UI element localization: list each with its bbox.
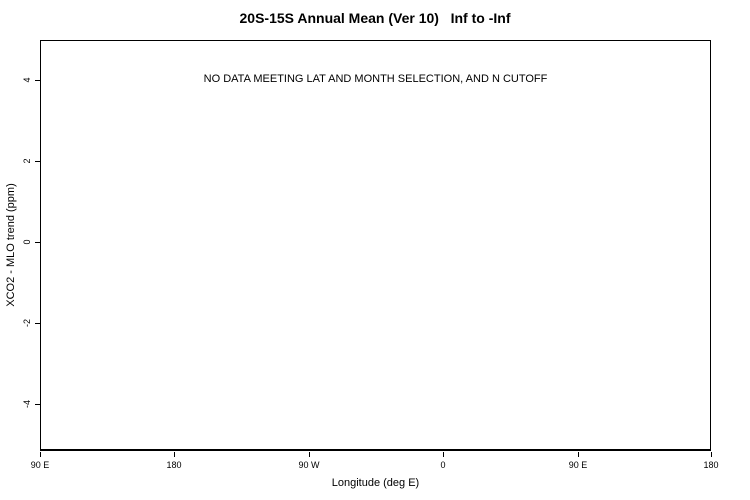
y-axis-label: XCO2 - MLO trend (ppm) <box>5 183 17 307</box>
x-tick-label: 90 E <box>568 460 588 470</box>
y-tick-mark <box>35 323 40 324</box>
y-tick-mark <box>35 80 40 81</box>
x-axis-label: Longitude (deg E) <box>331 477 420 489</box>
y-tick-label: -4 <box>22 399 32 409</box>
y-tick-label: -2 <box>22 318 32 328</box>
x-tick-mark <box>174 452 175 457</box>
chart-title: 20S-15S Annual Mean (Ver 10) Inf to -Inf <box>239 10 511 26</box>
y-tick-label: 0 <box>22 239 32 245</box>
x-tick-label: 0 <box>440 460 446 470</box>
x-tick-label: 180 <box>166 460 182 470</box>
x-tick-mark <box>578 452 579 457</box>
x-tick-label: 90 W <box>298 460 320 470</box>
y-tick-label: 4 <box>22 77 32 83</box>
plot-area <box>40 40 711 451</box>
x-tick-mark <box>711 452 712 457</box>
y-tick-mark <box>35 161 40 162</box>
x-tick-mark <box>40 452 41 457</box>
x-tick-label: 180 <box>703 460 719 470</box>
y-tick-label: 2 <box>22 158 32 164</box>
x-tick-label: 90 E <box>30 460 50 470</box>
no-data-message: NO DATA MEETING LAT AND MONTH SELECTION,… <box>203 73 548 85</box>
y-tick-mark <box>35 404 40 405</box>
x-tick-mark <box>443 452 444 457</box>
y-tick-mark <box>35 242 40 243</box>
x-tick-mark <box>309 452 310 457</box>
